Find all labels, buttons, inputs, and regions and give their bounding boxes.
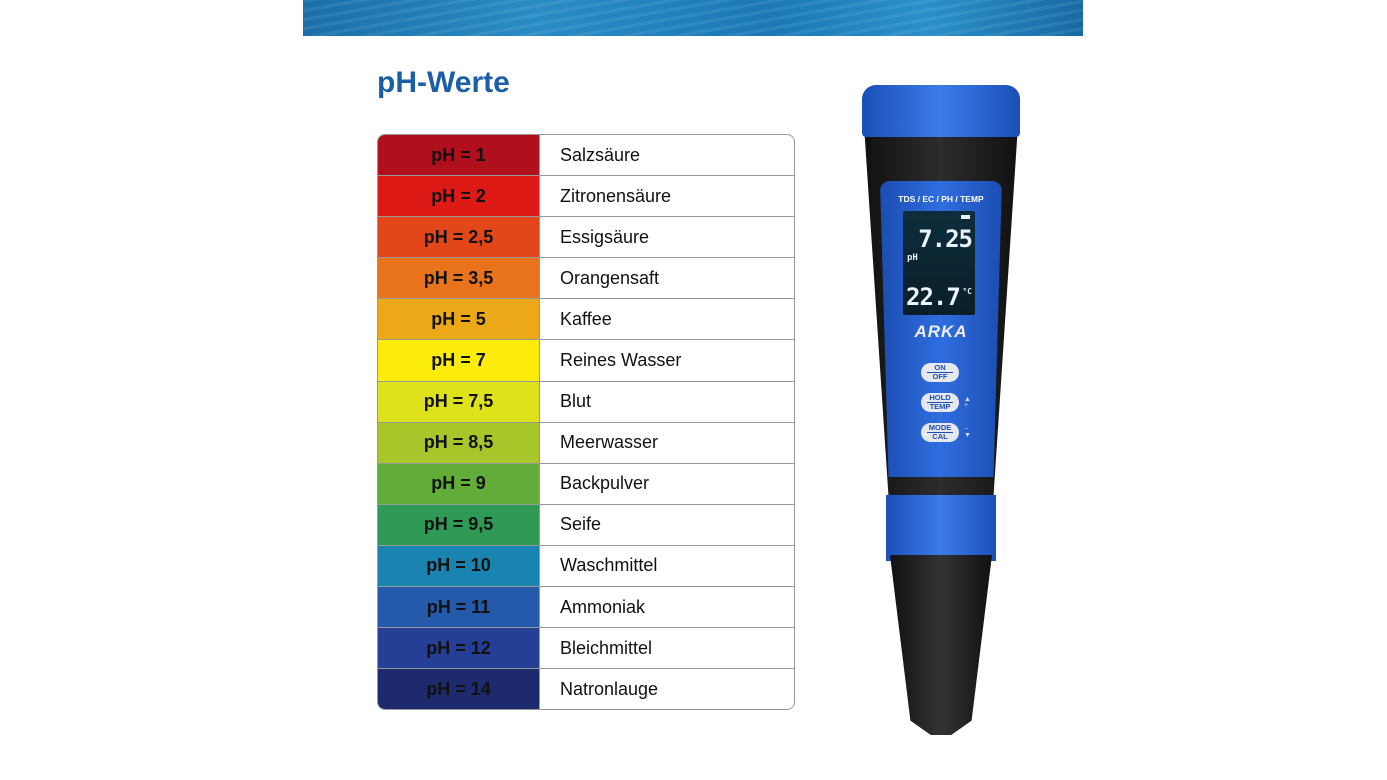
ph-value-cell: pH = 3,5 bbox=[378, 258, 540, 299]
arka-logo: ARKA bbox=[914, 322, 968, 341]
meter-band bbox=[886, 495, 996, 561]
ph-value-cell: pH = 8,5 bbox=[378, 422, 540, 463]
water-banner bbox=[303, 0, 1083, 36]
ph-meter-image: TDS / EC / PH / TEMP 7.25 pH 22.7 °C ARK… bbox=[862, 85, 1020, 735]
table-row: pH = 3,5 Orangensaft bbox=[378, 258, 794, 300]
mode-cal-button: MODE CAL bbox=[921, 423, 959, 442]
table-row: pH = 1 Salzsäure bbox=[378, 135, 794, 177]
ph-value-cell: pH = 10 bbox=[378, 545, 540, 587]
ph-value-cell: pH = 12 bbox=[378, 628, 540, 669]
battery-icon bbox=[961, 215, 970, 219]
ph-value-cell: pH = 11 bbox=[378, 587, 540, 628]
table-row: pH = 11 Ammoniak bbox=[378, 587, 794, 629]
meter-panel: TDS / EC / PH / TEMP 7.25 pH 22.7 °C ARK… bbox=[880, 181, 1002, 477]
button-label: TEMP bbox=[929, 402, 951, 411]
temp-reading: 22.7 bbox=[906, 283, 961, 311]
up-arrow-icon: ▲ + bbox=[964, 396, 971, 409]
table-row: pH = 10 Waschmittel bbox=[378, 545, 794, 588]
meter-cap bbox=[862, 85, 1020, 137]
ph-value-cell: pH = 14 bbox=[378, 669, 540, 709]
table-row: pH = 12 Bleichmittel bbox=[378, 628, 794, 670]
ph-value-cell: pH = 9 bbox=[378, 463, 540, 504]
button-label: CAL bbox=[932, 432, 948, 441]
meter-probe bbox=[890, 555, 992, 735]
substance-cell: Backpulver bbox=[560, 473, 650, 494]
substance-cell: Salzsäure bbox=[560, 144, 641, 165]
down-arrow-icon: − ▼ bbox=[964, 426, 971, 439]
substance-cell: Blut bbox=[560, 391, 592, 412]
button-label: HOLD bbox=[929, 393, 951, 402]
table-row: pH = 2 Zitronensäure bbox=[378, 176, 794, 218]
ph-table: pH = 1 Salzsäure pH = 2 Zitronensäure pH = 2… bbox=[377, 134, 795, 710]
substance-cell: Waschmittel bbox=[560, 555, 658, 576]
ph-value-cell: pH = 2 bbox=[378, 176, 540, 217]
substance-cell: Essigsäure bbox=[560, 226, 650, 247]
ph-value-cell: pH = 1 bbox=[378, 135, 540, 176]
hold-temp-button: HOLD TEMP bbox=[921, 393, 959, 412]
lcd-display: 7.25 pH 22.7 °C bbox=[903, 211, 975, 315]
button-label: ON bbox=[934, 363, 946, 372]
table-row: pH = 14 Natronlauge bbox=[378, 669, 794, 709]
substance-cell: Meerwasser bbox=[560, 432, 659, 453]
table-row: pH = 2,5 Essigsäure bbox=[378, 217, 794, 259]
table-row: pH = 7,5 Blut bbox=[378, 381, 794, 423]
substance-cell: Natronlauge bbox=[560, 679, 659, 700]
button-label: OFF bbox=[932, 372, 948, 381]
table-row: pH = 9 Backpulver bbox=[378, 463, 794, 505]
ph-value-cell: pH = 5 bbox=[378, 299, 540, 340]
substance-cell: Orangensaft bbox=[560, 267, 660, 288]
substance-cell: Kaffee bbox=[560, 308, 612, 329]
table-row: pH = 7 Reines Wasser bbox=[378, 340, 794, 382]
substance-cell: Zitronensäure bbox=[560, 185, 672, 206]
ph-value-cell: pH = 7 bbox=[378, 340, 540, 381]
substance-cell: Seife bbox=[560, 514, 602, 535]
page-title: pH-Werte bbox=[377, 66, 510, 99]
temp-unit: °C bbox=[962, 287, 972, 296]
substance-cell: Reines Wasser bbox=[560, 350, 682, 371]
ph-reading: 7.25 bbox=[918, 225, 973, 253]
button-label: MODE bbox=[928, 423, 952, 432]
table-row: pH = 8,5 Meerwasser bbox=[378, 422, 794, 464]
on-off-button: ON OFF bbox=[921, 363, 959, 382]
substance-cell: Ammoniak bbox=[560, 596, 646, 617]
substance-cell: Bleichmittel bbox=[560, 637, 653, 658]
ph-value-cell: pH = 9,5 bbox=[378, 504, 540, 545]
table-row: pH = 5 Kaffee bbox=[378, 299, 794, 341]
panel-title: TDS / EC / PH / TEMP bbox=[898, 194, 984, 204]
ph-value-cell: pH = 7,5 bbox=[378, 381, 540, 422]
table-row: pH = 9,5 Seife bbox=[378, 504, 794, 546]
ph-unit: pH bbox=[907, 253, 918, 263]
ph-value-cell: pH = 2,5 bbox=[378, 217, 540, 258]
